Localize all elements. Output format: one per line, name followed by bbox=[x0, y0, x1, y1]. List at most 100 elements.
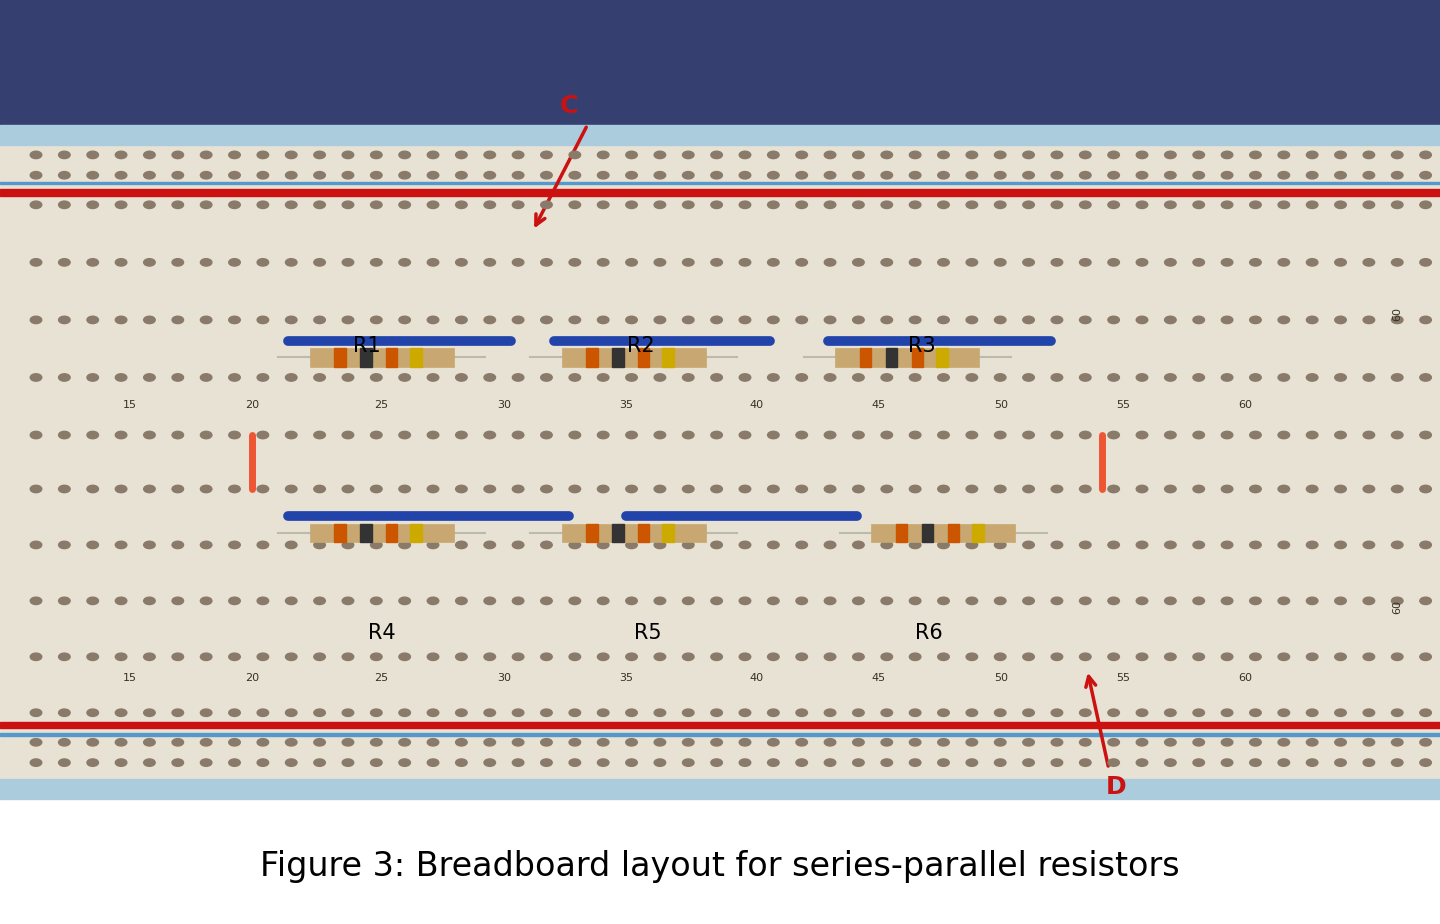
Bar bbox=[0, 182, 1440, 185]
Circle shape bbox=[1391, 374, 1403, 382]
Circle shape bbox=[171, 316, 183, 323]
Circle shape bbox=[540, 201, 552, 209]
Circle shape bbox=[258, 374, 269, 382]
Circle shape bbox=[285, 259, 297, 266]
Circle shape bbox=[258, 201, 269, 209]
Circle shape bbox=[115, 432, 127, 439]
Circle shape bbox=[1306, 759, 1318, 766]
Circle shape bbox=[1221, 597, 1233, 604]
Circle shape bbox=[1279, 653, 1290, 661]
Circle shape bbox=[910, 759, 922, 766]
Circle shape bbox=[1165, 738, 1176, 746]
Circle shape bbox=[314, 374, 325, 382]
Circle shape bbox=[1250, 738, 1261, 746]
Circle shape bbox=[59, 541, 71, 549]
Circle shape bbox=[200, 597, 212, 604]
Circle shape bbox=[258, 316, 269, 323]
Circle shape bbox=[1221, 709, 1233, 716]
Bar bbox=[638, 348, 649, 367]
Circle shape bbox=[1364, 485, 1375, 492]
Circle shape bbox=[910, 432, 922, 439]
Circle shape bbox=[711, 709, 723, 716]
Circle shape bbox=[569, 152, 580, 159]
Circle shape bbox=[1107, 653, 1119, 661]
Circle shape bbox=[626, 374, 638, 382]
Circle shape bbox=[343, 759, 354, 766]
Circle shape bbox=[824, 432, 835, 439]
Circle shape bbox=[683, 259, 694, 266]
Circle shape bbox=[626, 259, 638, 266]
Circle shape bbox=[1136, 485, 1148, 492]
Circle shape bbox=[824, 316, 835, 323]
Circle shape bbox=[739, 541, 750, 549]
Circle shape bbox=[824, 374, 835, 382]
Circle shape bbox=[86, 485, 98, 492]
Circle shape bbox=[513, 541, 524, 549]
Circle shape bbox=[258, 152, 269, 159]
Circle shape bbox=[314, 759, 325, 766]
Bar bbox=[310, 524, 454, 542]
Circle shape bbox=[626, 597, 638, 604]
Circle shape bbox=[711, 172, 723, 179]
Circle shape bbox=[1080, 738, 1092, 746]
Circle shape bbox=[598, 152, 609, 159]
Text: 20: 20 bbox=[245, 673, 259, 683]
Circle shape bbox=[285, 759, 297, 766]
Circle shape bbox=[540, 709, 552, 716]
Circle shape bbox=[1391, 316, 1403, 323]
Circle shape bbox=[711, 201, 723, 209]
Circle shape bbox=[995, 259, 1007, 266]
Circle shape bbox=[314, 597, 325, 604]
Circle shape bbox=[229, 541, 240, 549]
Circle shape bbox=[1221, 759, 1233, 766]
Circle shape bbox=[937, 432, 949, 439]
Circle shape bbox=[654, 152, 665, 159]
Circle shape bbox=[285, 653, 297, 661]
Circle shape bbox=[144, 201, 156, 209]
Circle shape bbox=[796, 759, 808, 766]
Circle shape bbox=[654, 485, 665, 492]
Circle shape bbox=[995, 432, 1007, 439]
Circle shape bbox=[171, 759, 183, 766]
Circle shape bbox=[540, 152, 552, 159]
Circle shape bbox=[399, 201, 410, 209]
Circle shape bbox=[995, 653, 1007, 661]
Circle shape bbox=[399, 738, 410, 746]
Circle shape bbox=[229, 759, 240, 766]
Circle shape bbox=[540, 653, 552, 661]
Circle shape bbox=[598, 759, 609, 766]
Circle shape bbox=[1364, 259, 1375, 266]
Circle shape bbox=[910, 152, 922, 159]
Bar bbox=[0, 125, 1440, 799]
Circle shape bbox=[1279, 738, 1290, 746]
Circle shape bbox=[739, 485, 750, 492]
Circle shape bbox=[824, 738, 835, 746]
Circle shape bbox=[824, 201, 835, 209]
Circle shape bbox=[1022, 172, 1034, 179]
Circle shape bbox=[569, 759, 580, 766]
Circle shape bbox=[30, 541, 42, 549]
Circle shape bbox=[711, 738, 723, 746]
Circle shape bbox=[258, 172, 269, 179]
Circle shape bbox=[1364, 738, 1375, 746]
Circle shape bbox=[1279, 597, 1290, 604]
Circle shape bbox=[937, 316, 949, 323]
Circle shape bbox=[399, 759, 410, 766]
Circle shape bbox=[1080, 374, 1092, 382]
Circle shape bbox=[1136, 259, 1148, 266]
Circle shape bbox=[966, 374, 978, 382]
Circle shape bbox=[966, 316, 978, 323]
Circle shape bbox=[30, 152, 42, 159]
Circle shape bbox=[1335, 432, 1346, 439]
Text: 25: 25 bbox=[374, 400, 389, 409]
Circle shape bbox=[428, 374, 439, 382]
Bar bbox=[0, 733, 1440, 736]
Bar bbox=[310, 348, 454, 367]
Circle shape bbox=[1306, 541, 1318, 549]
Circle shape bbox=[824, 259, 835, 266]
Circle shape bbox=[115, 653, 127, 661]
Circle shape bbox=[428, 709, 439, 716]
Circle shape bbox=[881, 201, 893, 209]
Circle shape bbox=[1221, 259, 1233, 266]
Circle shape bbox=[455, 485, 467, 492]
